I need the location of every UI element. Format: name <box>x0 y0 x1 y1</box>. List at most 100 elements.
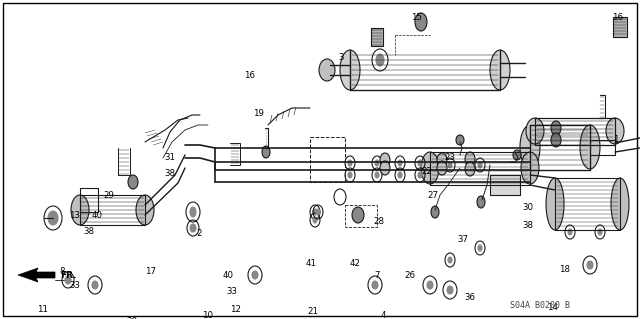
Ellipse shape <box>348 160 352 166</box>
Bar <box>310 137 345 182</box>
Text: 11: 11 <box>38 306 49 315</box>
Text: FR.: FR. <box>60 271 77 279</box>
Text: 10: 10 <box>202 311 214 319</box>
Ellipse shape <box>415 13 427 31</box>
Text: 27: 27 <box>428 190 438 199</box>
Ellipse shape <box>520 125 540 169</box>
Ellipse shape <box>477 196 485 208</box>
Ellipse shape <box>348 172 352 178</box>
Text: 30: 30 <box>522 204 534 212</box>
Ellipse shape <box>551 121 561 135</box>
Ellipse shape <box>190 207 196 217</box>
Ellipse shape <box>316 209 320 215</box>
Text: 12: 12 <box>230 305 241 314</box>
Ellipse shape <box>448 257 452 263</box>
Ellipse shape <box>92 281 98 289</box>
Ellipse shape <box>448 162 452 168</box>
Ellipse shape <box>340 50 360 90</box>
Ellipse shape <box>262 146 270 158</box>
Ellipse shape <box>418 172 422 178</box>
Ellipse shape <box>587 261 593 269</box>
Ellipse shape <box>611 178 629 230</box>
Polygon shape <box>18 268 55 282</box>
Ellipse shape <box>375 172 379 178</box>
Text: 33: 33 <box>227 286 237 295</box>
Text: 31: 31 <box>164 153 175 162</box>
Ellipse shape <box>421 152 439 184</box>
Text: 40: 40 <box>223 271 234 280</box>
Ellipse shape <box>418 160 422 166</box>
Ellipse shape <box>546 178 564 230</box>
Ellipse shape <box>313 209 317 215</box>
Text: 38: 38 <box>164 169 175 179</box>
Ellipse shape <box>521 152 539 184</box>
Ellipse shape <box>136 195 154 225</box>
Text: 26: 26 <box>404 271 415 280</box>
Text: 8: 8 <box>60 268 65 277</box>
Ellipse shape <box>456 135 464 145</box>
Bar <box>490 175 520 195</box>
Text: 23: 23 <box>445 152 456 161</box>
Bar <box>371 28 383 46</box>
Bar <box>80 188 98 212</box>
Ellipse shape <box>490 50 510 90</box>
Ellipse shape <box>526 118 544 144</box>
Text: 40: 40 <box>92 211 102 219</box>
Text: 22: 22 <box>422 167 433 176</box>
Text: 18: 18 <box>559 265 570 275</box>
Ellipse shape <box>478 245 482 251</box>
Ellipse shape <box>478 162 482 168</box>
Ellipse shape <box>465 162 475 176</box>
Ellipse shape <box>465 152 475 166</box>
Ellipse shape <box>48 211 58 225</box>
Text: 7: 7 <box>374 271 380 280</box>
Ellipse shape <box>71 195 89 225</box>
Text: 1: 1 <box>613 135 619 144</box>
Text: 36: 36 <box>465 293 476 301</box>
Ellipse shape <box>551 133 561 147</box>
Ellipse shape <box>437 161 447 175</box>
Bar <box>613 17 627 37</box>
Text: 29: 29 <box>104 191 115 201</box>
Ellipse shape <box>380 161 390 175</box>
Bar <box>345 205 377 227</box>
Text: 37: 37 <box>458 234 468 243</box>
Ellipse shape <box>376 54 384 66</box>
Ellipse shape <box>447 286 453 294</box>
Ellipse shape <box>598 229 602 235</box>
Ellipse shape <box>352 207 364 223</box>
Text: 41: 41 <box>305 259 317 269</box>
Ellipse shape <box>65 276 71 284</box>
Text: 21: 21 <box>307 307 319 315</box>
Ellipse shape <box>431 206 439 218</box>
Ellipse shape <box>128 175 138 189</box>
Text: 38: 38 <box>522 221 534 231</box>
Text: 19: 19 <box>253 108 264 117</box>
Text: 16: 16 <box>244 70 255 79</box>
Text: 4: 4 <box>380 311 386 319</box>
Ellipse shape <box>380 153 390 167</box>
Ellipse shape <box>437 153 447 167</box>
Ellipse shape <box>313 217 317 223</box>
Ellipse shape <box>398 172 402 178</box>
Text: S04A B0200 B: S04A B0200 B <box>510 300 570 309</box>
Ellipse shape <box>375 160 379 166</box>
Ellipse shape <box>319 59 335 81</box>
Ellipse shape <box>513 150 521 160</box>
Ellipse shape <box>606 118 624 144</box>
Text: 33: 33 <box>70 280 81 290</box>
Ellipse shape <box>372 281 378 289</box>
Text: 13: 13 <box>70 211 81 219</box>
Text: 38: 38 <box>83 227 95 236</box>
Ellipse shape <box>398 160 402 166</box>
Text: 17: 17 <box>145 268 157 277</box>
Text: 14: 14 <box>547 303 559 313</box>
Text: 2: 2 <box>196 229 202 239</box>
Ellipse shape <box>418 17 424 27</box>
Ellipse shape <box>580 125 600 169</box>
Ellipse shape <box>427 281 433 289</box>
Text: 20: 20 <box>127 316 138 319</box>
Ellipse shape <box>190 224 196 232</box>
Ellipse shape <box>568 229 572 235</box>
Text: 15: 15 <box>412 13 422 23</box>
